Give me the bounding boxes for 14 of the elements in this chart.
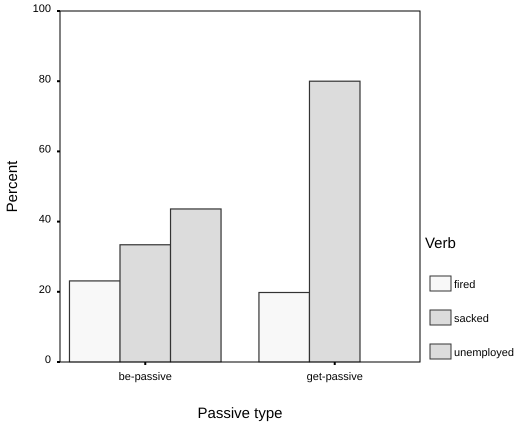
y-tick-label: 40 xyxy=(38,214,51,226)
y-tick-label: 100 xyxy=(32,3,51,16)
legend-title: Verb xyxy=(425,235,456,252)
x-tick-label: be-passive xyxy=(118,371,172,384)
y-tick-label: 60 xyxy=(38,144,51,156)
y-tick-label: 20 xyxy=(38,284,51,296)
x-axis-title: Passive type xyxy=(197,405,283,422)
y-axis-title: Percent xyxy=(4,160,21,212)
y-tick-label: 80 xyxy=(38,73,51,86)
y-tick-label: 0 xyxy=(44,354,51,366)
x-tick-label: get-passive xyxy=(306,371,363,384)
legend-label: sacked xyxy=(454,313,489,325)
legend-label: unemployed xyxy=(454,347,514,359)
legend-label: fired xyxy=(454,279,476,291)
